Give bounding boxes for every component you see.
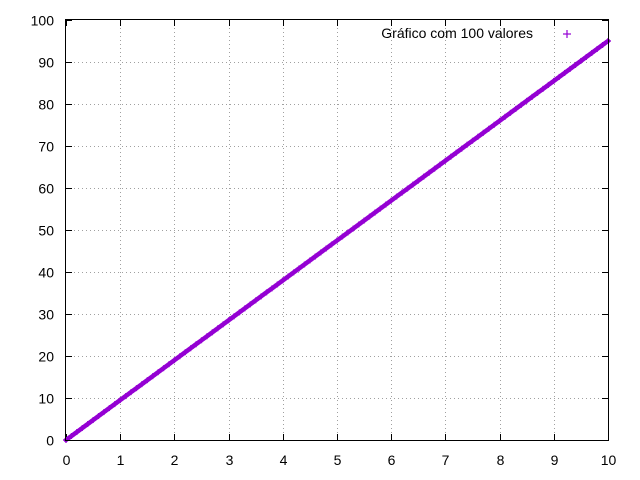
y-tick-label: 40 <box>38 265 54 281</box>
y-tick-label: 60 <box>38 181 54 197</box>
y-tick-label: 30 <box>38 307 54 323</box>
x-tick-label: 0 <box>63 452 71 468</box>
x-tick-label: 2 <box>171 452 179 468</box>
y-tick-label: 100 <box>31 13 55 29</box>
legend-marker-icon <box>563 30 571 38</box>
x-tick-label: 3 <box>226 452 234 468</box>
y-tick-label: 20 <box>38 349 54 365</box>
y-tick-label: 10 <box>38 391 54 407</box>
y-tick-label: 0 <box>46 433 54 449</box>
data-points <box>63 38 611 443</box>
x-tick-label: 6 <box>388 452 396 468</box>
x-tick-label: 7 <box>442 452 450 468</box>
x-tick-label: 10 <box>601 452 617 468</box>
plot-frame <box>65 19 609 441</box>
y-tick-label: 90 <box>38 55 54 71</box>
x-tick-label: 4 <box>280 452 288 468</box>
y-tick-label: 80 <box>38 97 54 113</box>
x-tick-label: 8 <box>497 452 505 468</box>
grid <box>66 20 608 440</box>
x-tick-label: 9 <box>551 452 559 468</box>
x-tick-label: 5 <box>334 452 342 468</box>
legend: Gráfico com 100 valores <box>381 25 571 41</box>
y-tick-label: 70 <box>38 139 54 155</box>
series-trace <box>63 38 611 443</box>
y-tick-label: 50 <box>38 223 54 239</box>
x-tick-label: 1 <box>117 452 125 468</box>
legend-label: Gráfico com 100 valores <box>381 25 533 41</box>
